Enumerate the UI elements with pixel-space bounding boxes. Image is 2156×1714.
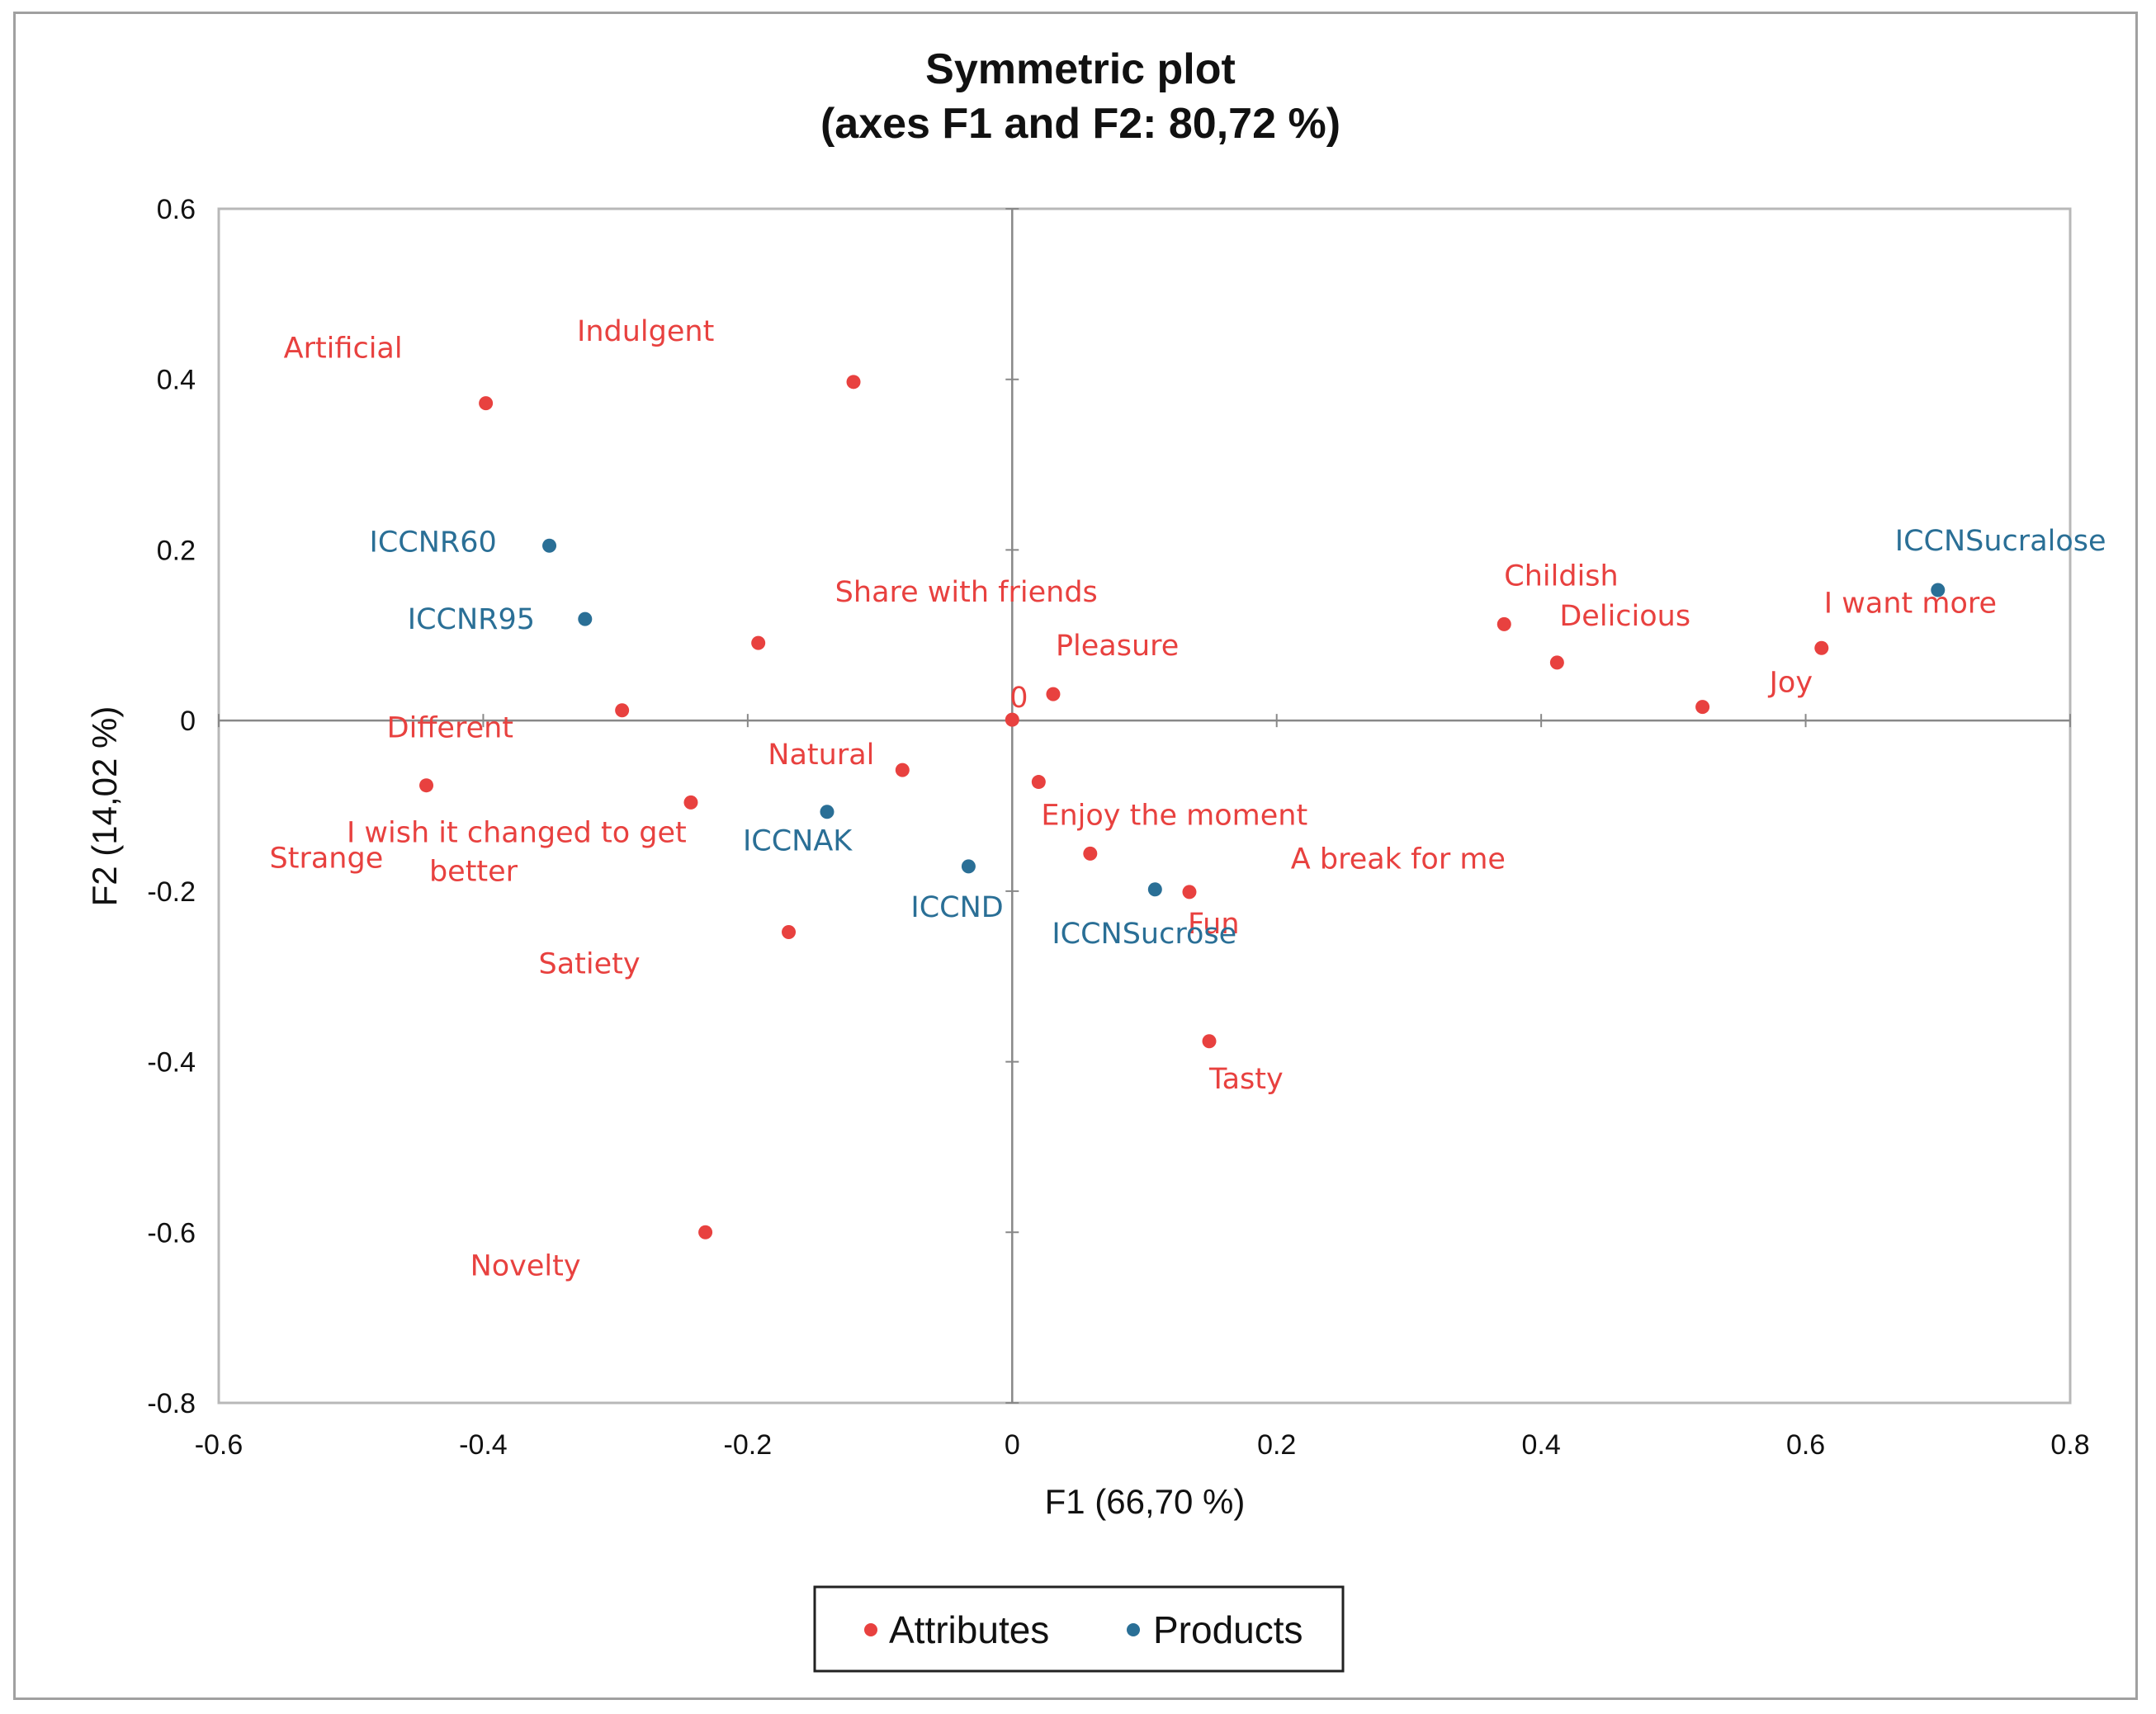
products-point-iccnd bbox=[961, 859, 976, 874]
attributes-label-i-want-more: I want more bbox=[1824, 587, 1997, 620]
attributes-label-delicious: Delicious bbox=[1559, 600, 1690, 633]
y-tick-label: 0 bbox=[180, 706, 196, 737]
points-layer: Artificial Indulgent Share with friends Dif… bbox=[270, 315, 2106, 1282]
attributes-label-strange: Strange bbox=[270, 843, 384, 876]
scatter-chart: Symmetric plot (axes F1 and F2: 80,72 %)… bbox=[85, 45, 2106, 1673]
attributes-point-different bbox=[615, 703, 630, 718]
attributes-point-share-with-friends bbox=[751, 635, 766, 650]
y-axis-label: F2 (14,02 %) bbox=[85, 706, 124, 907]
attributes-point-satiety bbox=[782, 924, 797, 939]
attributes-label-enjoy-the-moment: Enjoy the moment bbox=[1041, 800, 1307, 833]
products-label-iccnr60: ICCNR60 bbox=[370, 526, 497, 559]
y-tick-label: 0.4 bbox=[157, 365, 196, 396]
products-point-iccnak bbox=[820, 805, 835, 819]
attributes-label-indulgent: Indulgent bbox=[577, 315, 714, 348]
x-tick-label: 0.2 bbox=[1257, 1429, 1296, 1461]
attributes-point-pleasure bbox=[1046, 687, 1061, 701]
attributes-label-pleasure: Pleasure bbox=[1056, 630, 1179, 663]
attributes-label-joy: Joy bbox=[1768, 667, 1813, 700]
y-tick-label: 0.2 bbox=[157, 535, 196, 566]
attributes-label-novelty: Novelty bbox=[470, 1249, 581, 1282]
y-tick-label: -0.2 bbox=[147, 876, 196, 908]
x-tick-label: 0.6 bbox=[1786, 1429, 1825, 1461]
products-label-iccnak: ICCNAK bbox=[743, 825, 853, 858]
attributes-point-joy bbox=[1695, 700, 1710, 715]
x-tick-label: -0.6 bbox=[195, 1429, 243, 1461]
products-label-iccnsucralose: ICCNSucralose bbox=[1895, 525, 2106, 558]
attributes-label-different: Different bbox=[387, 712, 513, 745]
attributes-point-0 bbox=[1005, 712, 1019, 727]
attributes-point-enjoy-the-moment bbox=[1031, 775, 1046, 790]
legend-marker-products bbox=[1127, 1623, 1140, 1636]
legend: Attributes Products bbox=[813, 1585, 1345, 1673]
legend-marker-attributes bbox=[864, 1623, 877, 1636]
attributes-point-delicious bbox=[1549, 655, 1564, 670]
attributes-point-fun bbox=[1182, 885, 1197, 899]
chart-subtitle: (axes F1 and F2: 80,72 %) bbox=[820, 100, 1340, 148]
plot-area bbox=[217, 207, 2072, 1405]
attributes-label-natural: Natural bbox=[768, 739, 874, 772]
attributes-label-a-break-for-me: A break for me bbox=[1291, 843, 1506, 876]
chart-title: Symmetric plot bbox=[925, 45, 1236, 93]
x-tick-label: -0.4 bbox=[459, 1429, 508, 1461]
attributes-label-0: 0 bbox=[1009, 682, 1028, 715]
attributes-point-i-wish-it-changed-to-get-better bbox=[683, 795, 698, 810]
y-tick-label: -0.4 bbox=[147, 1047, 196, 1079]
attributes-point-a-break-for-me bbox=[1083, 846, 1098, 861]
attributes-label-childish: Childish bbox=[1504, 560, 1618, 593]
legend-label-products: Products bbox=[1153, 1608, 1303, 1651]
y-tick-label: -0.8 bbox=[147, 1388, 196, 1419]
attributes-label-artificial: Artificial bbox=[284, 333, 403, 366]
x-tick-label: -0.2 bbox=[724, 1429, 773, 1461]
x-tick-label: 0 bbox=[1005, 1429, 1020, 1461]
x-tick-label: 0.8 bbox=[2050, 1429, 2089, 1461]
attributes-point-tasty bbox=[1202, 1034, 1217, 1049]
attributes-point-strange bbox=[419, 778, 434, 793]
chart-frame: Symmetric plot (axes F1 and F2: 80,72 %)… bbox=[13, 12, 2138, 1700]
attributes-label-fun: Fun bbox=[1188, 908, 1240, 941]
y-tick-label: -0.6 bbox=[147, 1217, 196, 1249]
legend-label-attributes: Attributes bbox=[889, 1608, 1049, 1651]
ticks-layer: -0.6 -0.4 -0.2 0 0.2 0.4 0.6 0.8 -0.8 -0.6 -0.4 -0.… bbox=[147, 194, 2089, 1461]
products-label-iccnd: ICCND bbox=[910, 891, 1003, 924]
attributes-point-artificial bbox=[479, 396, 494, 411]
x-axis-label: F1 (66,70 %) bbox=[1045, 1482, 1246, 1521]
products-label-iccnr95: ICCNR95 bbox=[408, 603, 535, 636]
attributes-point-natural bbox=[895, 763, 910, 777]
products-point-iccnsucrose bbox=[1147, 882, 1162, 897]
products-point-iccnsucralose bbox=[1931, 583, 1946, 597]
attributes-point-indulgent bbox=[846, 375, 861, 390]
y-tick-label: 0.6 bbox=[157, 194, 196, 225]
attributes-label-tasty: Tasty bbox=[1208, 1063, 1284, 1096]
x-tick-label: 0.4 bbox=[1522, 1429, 1561, 1461]
products-point-iccnr60 bbox=[542, 538, 557, 553]
legend-box bbox=[813, 1585, 1345, 1673]
attributes-label-i-wish-it-changed-to-get-better: I wish it changed to get better bbox=[347, 816, 687, 888]
attributes-point-novelty bbox=[698, 1225, 713, 1239]
attributes-label-satiety: Satiety bbox=[539, 947, 641, 980]
attributes-point-childish bbox=[1496, 616, 1511, 631]
products-label-iccnsucrose: ICCNSucrose bbox=[1052, 918, 1236, 951]
attributes-label-share-with-friends: Share with friends bbox=[835, 576, 1098, 609]
products-point-iccnr95 bbox=[578, 611, 593, 626]
attributes-point-i-want-more bbox=[1814, 640, 1829, 655]
